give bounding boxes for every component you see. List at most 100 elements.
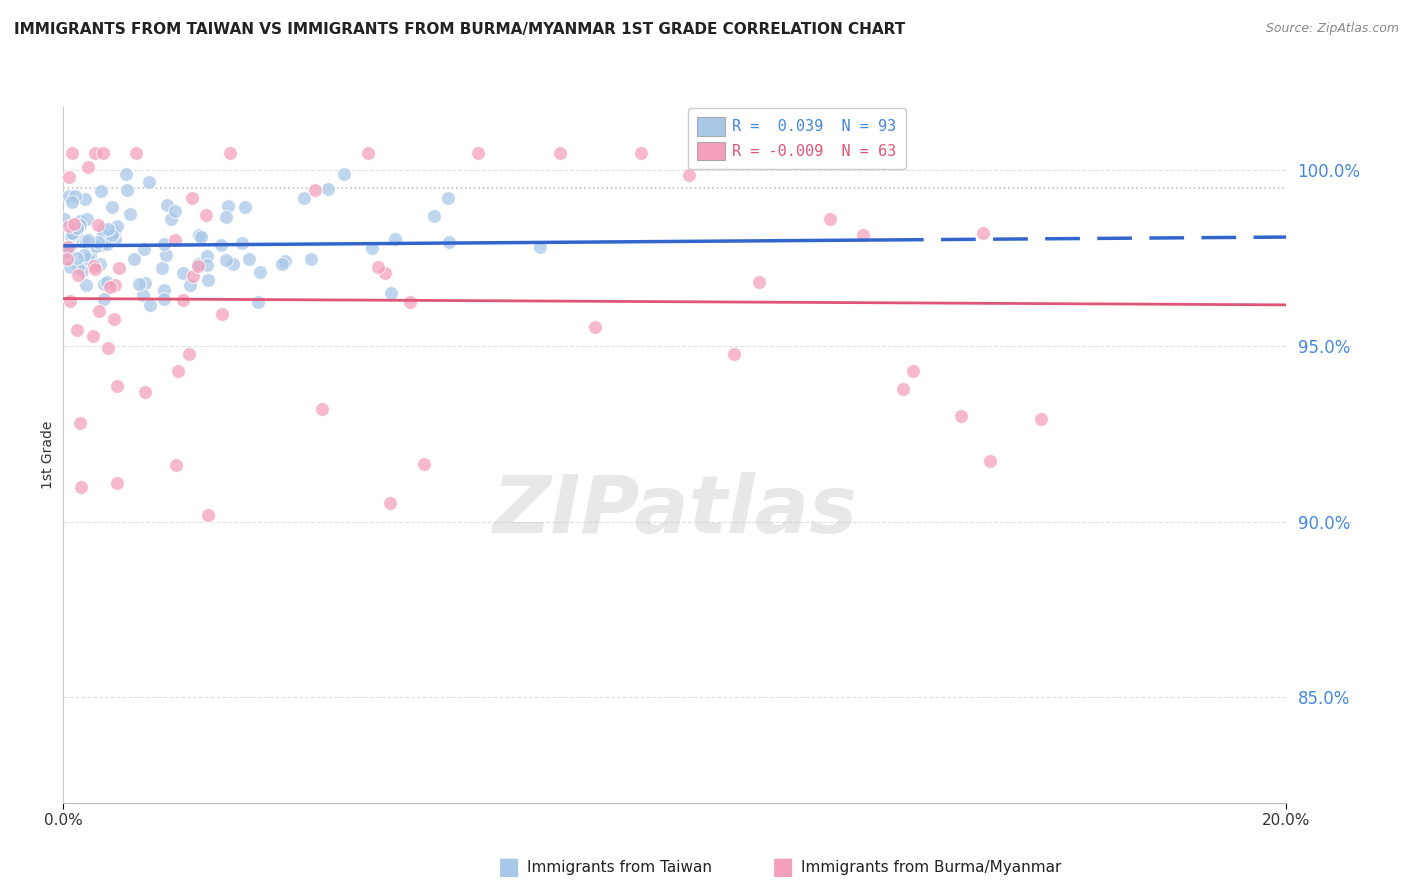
Point [66, 221, 89, 235]
Point [75, 235, 97, 249]
Point [215, 252, 238, 267]
Point [70, 264, 93, 278]
Point [89, 304, 111, 318]
Point [221, 257, 243, 271]
Point [75, 192, 97, 206]
Point [97, 341, 120, 355]
Point [156, 197, 179, 211]
Text: ■: ■ [772, 855, 794, 879]
Point [211, 307, 233, 321]
Point [105, 475, 128, 490]
Point [93, 292, 115, 306]
Point [66, 260, 89, 275]
Point [63, 189, 86, 203]
Point [90, 184, 112, 198]
Legend: R =  0.039  N = 93, R = -0.009  N = 63: R = 0.039 N = 93, R = -0.009 N = 63 [688, 108, 905, 169]
Point [104, 277, 127, 292]
Point [91, 145, 114, 160]
Text: ZIPatlas: ZIPatlas [492, 472, 858, 549]
Point [180, 191, 202, 205]
Point [103, 312, 125, 326]
Point [195, 249, 218, 263]
Text: Immigrants from Taiwan: Immigrants from Taiwan [527, 860, 713, 874]
Point [66, 323, 89, 337]
Point [120, 207, 142, 221]
Point [820, 211, 842, 226]
Point [163, 203, 186, 218]
Point [195, 258, 218, 272]
Point [630, 145, 652, 160]
Point [55, 251, 77, 265]
Point [979, 454, 1001, 468]
Point [96, 236, 118, 251]
Point [467, 145, 489, 160]
Point [437, 235, 460, 249]
Point [209, 237, 232, 252]
Point [101, 227, 124, 242]
Point [155, 248, 177, 262]
Point [56, 240, 79, 254]
Point [304, 183, 326, 197]
Point [70, 234, 93, 248]
Point [436, 191, 458, 205]
Point [972, 226, 994, 240]
Point [748, 275, 770, 289]
Point [190, 230, 212, 244]
Point [139, 298, 162, 312]
Point [89, 257, 111, 271]
Point [187, 227, 209, 242]
Text: Immigrants from Burma/Myanmar: Immigrants from Burma/Myanmar [801, 860, 1062, 874]
Point [79, 249, 101, 263]
Point [62, 227, 84, 241]
Point [122, 252, 145, 266]
Point [949, 409, 972, 423]
Point [107, 219, 129, 234]
Point [107, 261, 129, 276]
Point [115, 184, 138, 198]
Point [167, 364, 190, 378]
Point [59, 294, 82, 309]
Point [529, 240, 551, 254]
Point [58, 244, 80, 259]
Point [299, 252, 322, 266]
Point [134, 384, 156, 399]
Point [150, 261, 173, 276]
Point [374, 266, 396, 280]
Point [62, 218, 84, 232]
Point [76, 233, 98, 247]
Point [172, 266, 194, 280]
Point [105, 379, 128, 393]
Point [378, 496, 401, 510]
Point [67, 268, 90, 282]
Point [60, 226, 83, 240]
Text: IMMIGRANTS FROM TAIWAN VS IMMIGRANTS FROM BURMA/MYANMAR 1ST GRADE CORRELATION CH: IMMIGRANTS FROM TAIWAN VS IMMIGRANTS FRO… [14, 22, 905, 37]
Point [398, 295, 420, 310]
Point [128, 277, 150, 291]
Point [361, 241, 384, 255]
Point [231, 235, 253, 250]
Point [96, 275, 118, 289]
Point [75, 277, 97, 292]
Point [153, 292, 176, 306]
Point [197, 272, 219, 286]
Point [55, 252, 77, 266]
Point [249, 265, 271, 279]
Point [678, 168, 700, 182]
Point [159, 212, 181, 227]
Point [60, 145, 83, 160]
Point [194, 208, 217, 222]
Point [172, 293, 194, 308]
Point [187, 257, 209, 271]
Point [87, 235, 110, 249]
Point [134, 277, 156, 291]
Point [76, 252, 98, 266]
Point [1029, 412, 1052, 426]
Point [93, 277, 115, 292]
Point [59, 240, 82, 254]
Point [218, 145, 240, 160]
Text: Source: ZipAtlas.com: Source: ZipAtlas.com [1265, 22, 1399, 36]
Point [187, 260, 209, 274]
Point [423, 209, 446, 223]
Point [723, 347, 745, 361]
Point [132, 288, 155, 302]
